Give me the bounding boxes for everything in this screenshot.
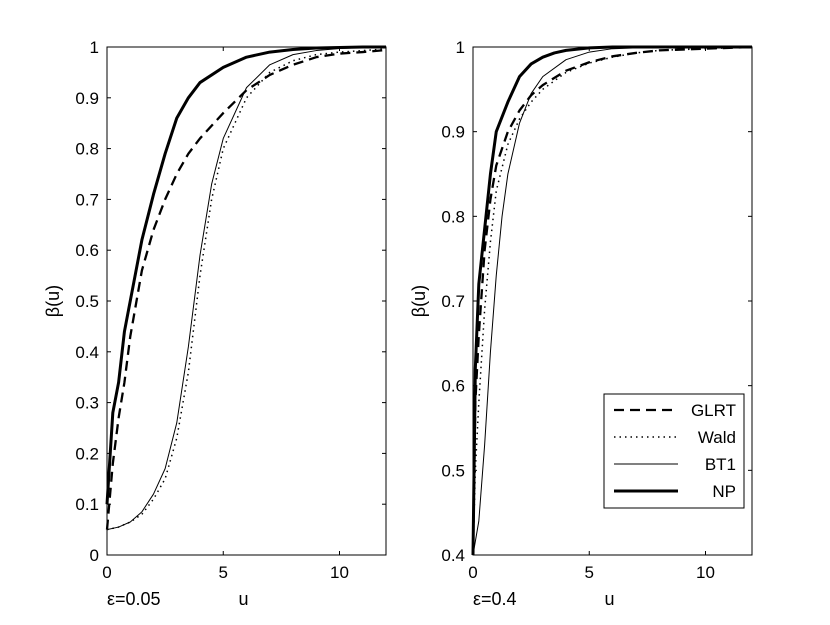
y-tick-label: 1: [456, 38, 465, 57]
y-tick-label: 0.3: [75, 394, 99, 413]
y-tick-label: 0: [90, 546, 99, 565]
series-line-wald: [472, 46, 753, 556]
y-tick-label: 0.1: [75, 495, 99, 514]
y-tick-label: 0.4: [75, 343, 99, 362]
y-axis-label: β(u): [43, 285, 63, 317]
legend-label-np: NP: [712, 482, 736, 501]
y-tick-label: 0.9: [441, 123, 465, 142]
series-line-wald: [106, 48, 387, 531]
legend-label-glrt: GLRT: [691, 401, 736, 420]
axes-frame: [106, 46, 387, 556]
x-tick-label: 10: [330, 563, 349, 582]
legend-label-wald: Wald: [698, 428, 736, 447]
y-tick-label: 0.7: [441, 292, 465, 311]
series-line-glrt: [105, 48, 387, 530]
x-tick-label: 5: [219, 563, 228, 582]
panel-1: 00.10.20.30.40.50.60.70.80.910 5 10uε=0.05…: [43, 38, 387, 609]
y-tick-label: 0.8: [75, 140, 99, 159]
legend-box: [603, 393, 745, 509]
epsilon-label: ε=0.4: [473, 589, 517, 609]
legend: GLRT Wald BT1 NP: [603, 393, 745, 509]
x-tick-label: 0: [468, 563, 477, 582]
y-tick-label: 0.2: [75, 444, 99, 463]
series-line-np: [105, 45, 386, 505]
x-axis-label: u: [604, 589, 614, 609]
y-axis-label: β(u): [409, 285, 429, 317]
x-tick-label: 10: [696, 563, 715, 582]
y-tick-label: 0.9: [75, 89, 99, 108]
x-axis-label: u: [238, 589, 248, 609]
x-tick-label: 5: [585, 563, 594, 582]
y-tick-label: 1: [90, 38, 99, 57]
x-tick-label: 0: [102, 563, 111, 582]
y-tick-label: 0.4: [441, 546, 465, 565]
y-tick-label: 0.8: [441, 207, 465, 226]
y-tick-label: 0.7: [75, 190, 99, 209]
series-line-glrt: [471, 45, 753, 556]
epsilon-label: ε=0.05: [107, 589, 161, 609]
y-tick-label: 0.6: [75, 241, 99, 260]
legend-label-bt1: BT1: [705, 455, 736, 474]
y-tick-label: 0.5: [75, 292, 99, 311]
series-line-bt1: [106, 46, 387, 531]
y-tick-label: 0.6: [441, 377, 465, 396]
panel-2: 0.40.50.60.70.80.910 5 10uε=0.4β(u)GLRTWal…: [409, 38, 753, 609]
y-tick-label: 0.5: [441, 461, 465, 480]
